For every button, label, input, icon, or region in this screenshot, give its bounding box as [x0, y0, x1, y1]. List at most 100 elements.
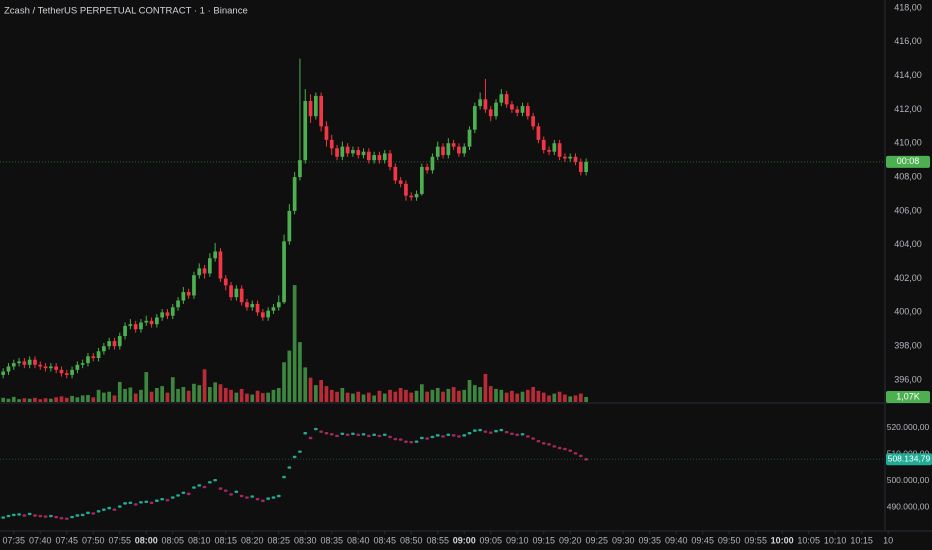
- volume-bar: [276, 387, 281, 402]
- indicator-mark: [515, 433, 520, 437]
- indicator-mark: [525, 435, 530, 438]
- volume-bar: [499, 389, 504, 402]
- volume-bar: [584, 396, 588, 402]
- candle-body: [568, 156, 573, 159]
- candle-body: [181, 292, 186, 301]
- candle-body: [208, 258, 212, 274]
- candle-body: [80, 363, 85, 365]
- indicator-mark: [366, 434, 371, 438]
- volume-bar: [112, 395, 117, 402]
- candle-body: [91, 356, 96, 359]
- indicator-mark: [488, 431, 493, 434]
- volume-bar: [329, 389, 334, 402]
- volume-bar: [229, 389, 233, 402]
- candle-body: [557, 143, 562, 157]
- x-tick-label: 10: [883, 535, 893, 545]
- candle-body: [250, 303, 255, 308]
- indicator-mark: [563, 447, 567, 451]
- indicator-mark: [160, 497, 165, 501]
- indicator-mark: [298, 450, 302, 453]
- marks-layer: [0, 58, 885, 520]
- volume-bar: [54, 397, 59, 402]
- y-tick-label: 396,00: [894, 374, 922, 384]
- indicator-mark: [144, 500, 149, 503]
- candle-body: [239, 288, 244, 303]
- indicator-mark: [43, 515, 48, 518]
- indicator-mark: [345, 433, 350, 437]
- volume-bar: [573, 395, 578, 402]
- candle-body: [345, 146, 350, 154]
- indicator-mark: [27, 512, 32, 516]
- volume-bar: [446, 388, 451, 402]
- indicator-mark: [531, 437, 535, 440]
- candle-body: [133, 324, 138, 330]
- candle-body: [107, 341, 112, 347]
- candle-body: [176, 300, 180, 308]
- volume-bar: [218, 384, 223, 402]
- volume-bar: [102, 392, 106, 402]
- candle-body: [223, 278, 228, 286]
- x-tick-label: 10:00: [771, 535, 794, 545]
- x-tick-label: 09:45: [691, 535, 714, 545]
- indicator-mark: [234, 490, 239, 493]
- indicator-mark: [139, 501, 143, 504]
- indicator-mark: [250, 495, 255, 498]
- volume-bar: [245, 393, 249, 402]
- indicator-mark: [255, 497, 260, 501]
- volume-bar: [160, 386, 165, 402]
- indicator-mark: [86, 511, 90, 515]
- volume-bar: [298, 342, 302, 402]
- volume-bar: [27, 398, 32, 402]
- volume-bar: [324, 386, 329, 402]
- indicator-tick-label: 520.000,00: [887, 422, 930, 432]
- x-tick-label: 09:10: [506, 535, 529, 545]
- indicator-mark: [59, 516, 64, 520]
- candle-body: [414, 193, 419, 198]
- indicator-tick-label: 490.000,00: [887, 501, 930, 511]
- volume-bar: [351, 393, 355, 402]
- candle-body: [22, 361, 27, 365]
- indicator-mark: [441, 435, 445, 438]
- indicator-mark: [128, 501, 133, 505]
- indicator-mark: [266, 497, 271, 500]
- x-tick-label: 07:55: [109, 535, 132, 545]
- volume-bar: [117, 381, 122, 402]
- x-tick-label: 08:55: [426, 535, 449, 545]
- volume-bar: [86, 394, 90, 402]
- volume-bar: [377, 390, 382, 402]
- indicator-mark: [1, 516, 6, 519]
- indicator-mark: [197, 484, 202, 487]
- volume-bar: [59, 396, 64, 402]
- volume-bar: [356, 391, 361, 402]
- indicator-tick-label: 500.000,00: [887, 475, 930, 485]
- candle-body: [404, 183, 408, 196]
- volume-bar: [409, 392, 414, 402]
- volume-bar: [144, 372, 149, 402]
- indicator-mark: [388, 435, 392, 439]
- volume-bar: [128, 387, 133, 402]
- indicator-mark: [149, 501, 154, 505]
- indicator-mark: [308, 436, 313, 440]
- candle-body: [382, 153, 387, 161]
- candle-body: [547, 150, 551, 152]
- volume-bar: [557, 391, 562, 402]
- candle-body: [510, 104, 514, 110]
- y-tick-label: 418,00: [894, 2, 922, 12]
- y-tick-label: 414,00: [894, 70, 922, 80]
- candle-body: [128, 324, 133, 326]
- indicator-mark: [112, 508, 117, 511]
- x-tick-label: 09:30: [612, 535, 635, 545]
- indicator-mark: [541, 442, 546, 445]
- volume-bar: [510, 390, 514, 402]
- candle-body: [139, 322, 143, 330]
- x-tick-label: 08:30: [294, 535, 317, 545]
- x-tick-label: 10:10: [824, 535, 847, 545]
- candle-body: [563, 156, 567, 159]
- indicator-mark: [245, 496, 249, 499]
- indicator-mark: [313, 427, 318, 431]
- indicator-mark: [398, 438, 403, 441]
- candle-body: [324, 126, 329, 140]
- indicator-mark: [165, 499, 170, 502]
- indicator-mark: [372, 433, 376, 437]
